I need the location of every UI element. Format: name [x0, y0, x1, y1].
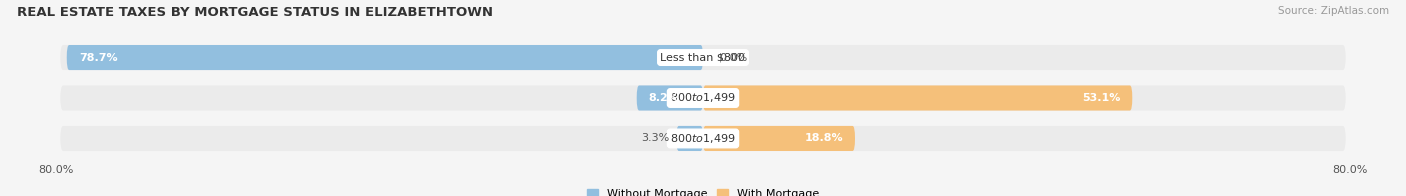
FancyBboxPatch shape — [637, 85, 703, 111]
FancyBboxPatch shape — [66, 45, 703, 70]
Text: $800 to $1,499: $800 to $1,499 — [671, 92, 735, 104]
FancyBboxPatch shape — [60, 85, 1346, 111]
Text: 8.2%: 8.2% — [648, 93, 679, 103]
Text: 0.0%: 0.0% — [720, 53, 748, 63]
FancyBboxPatch shape — [703, 85, 1132, 111]
FancyBboxPatch shape — [60, 126, 1346, 151]
Text: 18.8%: 18.8% — [804, 133, 842, 143]
Text: REAL ESTATE TAXES BY MORTGAGE STATUS IN ELIZABETHTOWN: REAL ESTATE TAXES BY MORTGAGE STATUS IN … — [17, 6, 494, 19]
Legend: Without Mortgage, With Mortgage: Without Mortgage, With Mortgage — [588, 189, 818, 196]
Text: Less than $800: Less than $800 — [661, 53, 745, 63]
Text: 53.1%: 53.1% — [1081, 93, 1121, 103]
Text: 78.7%: 78.7% — [79, 53, 118, 63]
Text: 3.3%: 3.3% — [641, 133, 669, 143]
Text: $800 to $1,499: $800 to $1,499 — [671, 132, 735, 145]
FancyBboxPatch shape — [676, 126, 703, 151]
FancyBboxPatch shape — [703, 126, 855, 151]
FancyBboxPatch shape — [60, 45, 1346, 70]
Text: Source: ZipAtlas.com: Source: ZipAtlas.com — [1278, 6, 1389, 16]
